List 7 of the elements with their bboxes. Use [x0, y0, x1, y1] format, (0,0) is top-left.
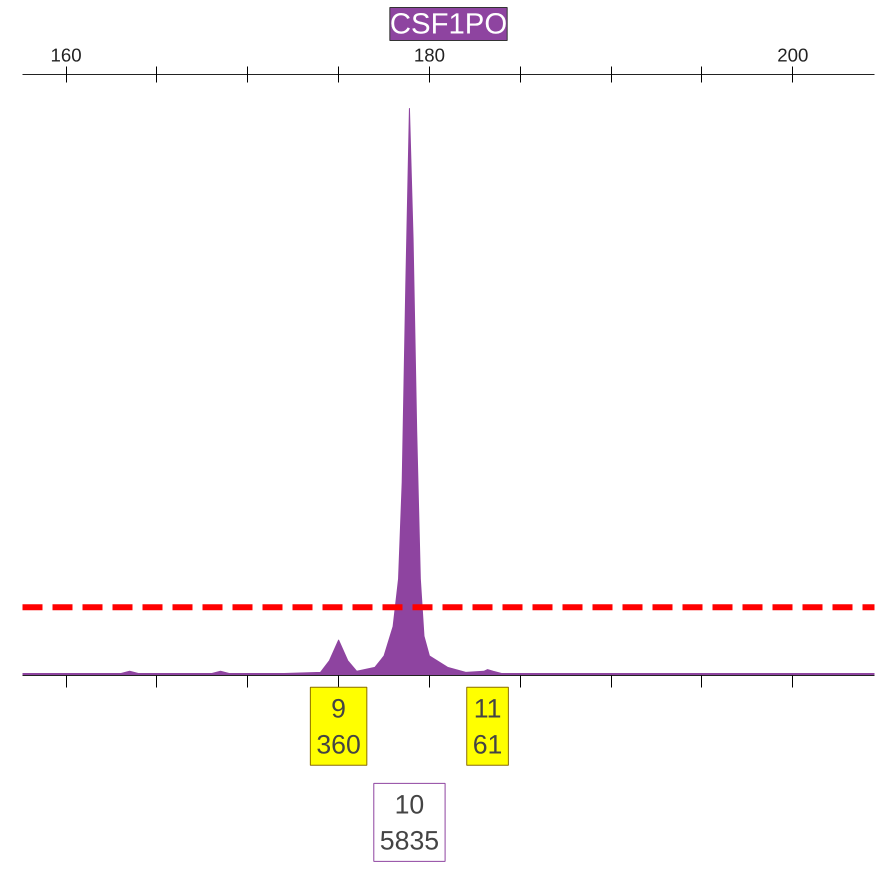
x-tick-label: 160: [50, 44, 82, 66]
chart-title: CSF1PO: [390, 8, 508, 40]
text: 11 61: [472, 693, 502, 760]
text: 9 360: [316, 693, 361, 760]
text: 10 5835: [380, 789, 440, 856]
x-tick-label: 200: [777, 44, 808, 66]
x-tick-label: 180: [414, 44, 445, 66]
